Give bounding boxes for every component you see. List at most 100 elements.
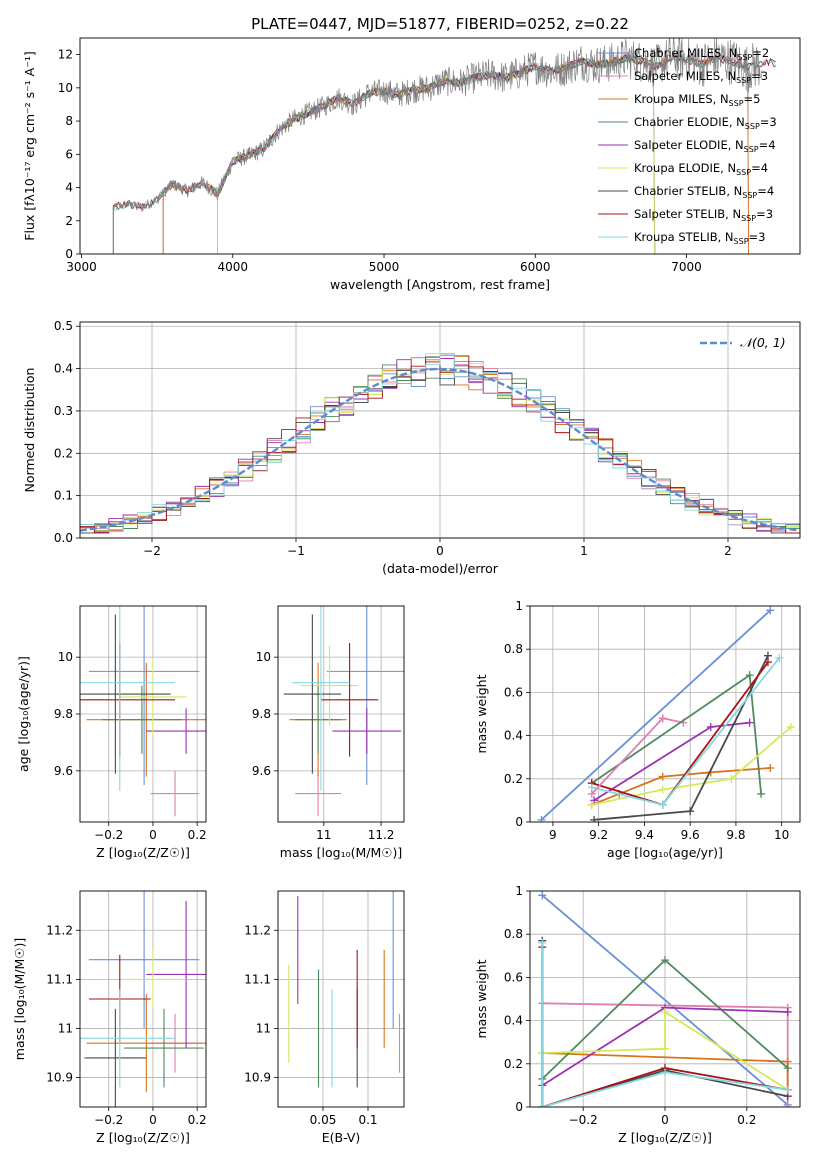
grid xyxy=(278,606,404,822)
weight-marker-kroupa_elodie xyxy=(786,722,795,731)
y-axis-label: mass [log₁₀(M/M☉)] xyxy=(12,938,27,1060)
axes-frame xyxy=(79,321,801,539)
x-axis-label: Z [log₁₀(Z/Z☉)] xyxy=(618,1130,712,1145)
x-tick-label: 0 xyxy=(436,544,444,558)
weight-marker-salpeter_stelib xyxy=(763,658,772,667)
weight-marker-chabrier_elodie xyxy=(661,956,669,965)
weight-marker-kroupa_elodie xyxy=(658,785,667,794)
axes-frame xyxy=(79,37,801,255)
weight-marker-kroupa_elodie xyxy=(727,774,736,783)
y-axis-label: mass weight xyxy=(474,674,489,753)
weight-segment-salpeter_miles xyxy=(591,717,664,795)
y-tick-label: 0.2 xyxy=(504,772,523,786)
weight-vs-age-panel: 9 9.2 9.4 9.6 9.8 10 0 0.2 0.4 0.6 0.8 1 age [log₁₀(… xyxy=(474,599,801,860)
y-tick-label: 11.1 xyxy=(46,972,73,986)
axes-frame xyxy=(79,605,207,823)
x-tick-label: 9.4 xyxy=(635,828,654,842)
x-tick-label: 0.1 xyxy=(358,1113,377,1127)
y-tick-label: 0.0 xyxy=(54,531,73,545)
weight-marker-kroupa_elodie xyxy=(661,1044,669,1053)
y-tick-label: 8 xyxy=(65,114,73,128)
grid xyxy=(80,606,206,822)
weight-marker-salpeter_miles xyxy=(783,1103,792,1107)
residual-histogram-kroupa_stelib xyxy=(80,354,800,538)
y-tick-label: 0 xyxy=(515,815,523,829)
weight-marker-salpeter_elodie xyxy=(590,796,599,805)
x-tick-label: 9.2 xyxy=(589,828,608,842)
weight-marker-chabrier_stelib xyxy=(590,815,599,822)
weight-marker-salpeter_miles xyxy=(658,714,667,723)
weight-marker-kroupa_stelib xyxy=(538,1103,547,1107)
y-tick-label: 0.5 xyxy=(54,319,73,333)
y-tick-label: 0.6 xyxy=(504,970,523,984)
y-tick-label: 6 xyxy=(65,147,73,161)
y-tick-label: 0.2 xyxy=(54,446,73,460)
plot-area xyxy=(283,606,404,817)
legend-label-chabrier_miles: Chabrier MILES, NSSP=2 xyxy=(634,46,769,62)
weight-marker-chabrier_elodie xyxy=(745,671,754,680)
legend: Chabrier MILES, NSSP=2 Salpeter MILES, NS… xyxy=(598,46,777,246)
y-tick-label: 4 xyxy=(65,181,73,195)
x-tick-label: 2 xyxy=(724,544,732,558)
weight-line-kroupa_elodie xyxy=(591,726,792,806)
y-tick-label: 1 xyxy=(515,884,523,898)
x-tick-label: 11.2 xyxy=(368,828,395,842)
legend-label-kroupa_stelib: Kroupa STELIB, NSSP=3 xyxy=(634,230,765,246)
plot-area xyxy=(80,353,800,538)
weight-marker-chabrier_miles xyxy=(537,815,546,822)
legend-label-salpeter_stelib: Salpeter STELIB, NSSP=3 xyxy=(634,207,773,223)
y-tick-label: 11 xyxy=(58,1021,73,1035)
x-tick-label: 9 xyxy=(549,828,557,842)
x-tick-label: 0.05 xyxy=(310,1113,337,1127)
x-tick-label: 0.2 xyxy=(737,1113,756,1127)
weight-marker-kroupa_miles xyxy=(766,764,775,772)
residuals-panel: −2 −1 0 1 2 0.0 0.1 0.2 0.3 0.4 0.5 (data-model)/er… xyxy=(22,319,801,576)
y-tick-label: 11.1 xyxy=(244,972,271,986)
x-axis-label: (data-model)/error xyxy=(382,561,499,576)
y-tick-label: 0.1 xyxy=(54,489,73,503)
x-tick-label: 5000 xyxy=(369,260,400,274)
weight-marker-chabrier_elodie xyxy=(783,1064,792,1073)
x-axis-label: Z [log₁₀(Z/Z☉)] xyxy=(96,1130,190,1145)
age-vs-metallicity-panel: −0.2 0 0.2 9.6 9.8 10 Z [log₁₀(Z/Z☉)] age [log₁… xyxy=(16,605,207,860)
x-axis-label: mass [log₁₀(M/M☉)] xyxy=(280,845,402,860)
x-tick-label: 0.2 xyxy=(188,828,207,842)
y-tick-label: 9.6 xyxy=(252,764,271,778)
figure-title: PLATE=0447, MJD=51877, FIBERID=0252, z=0… xyxy=(251,15,629,33)
legend-label-salpeter_miles: Salpeter MILES, NSSP=3 xyxy=(634,69,768,85)
x-axis-label: Z [log₁₀(Z/Z☉)] xyxy=(96,845,190,860)
y-tick-label: 12 xyxy=(58,48,73,62)
x-tick-label: −0.2 xyxy=(94,1113,123,1127)
x-tick-label: 0.2 xyxy=(188,1113,207,1127)
spectrum-panel: 3000 4000 5000 6000 7000 0 2 4 6 8 10 12 wavelength … xyxy=(22,37,801,292)
x-tick-label: 9.8 xyxy=(726,828,745,842)
weight-line-kroupa_stelib xyxy=(591,657,781,806)
weight-marker-chabrier_miles xyxy=(766,606,775,615)
weight-line-kroupa_stelib xyxy=(541,942,788,1107)
legend-label-chabrier_stelib: Chabrier STELIB, NSSP=4 xyxy=(634,184,774,200)
legend-label-chabrier_elodie: Chabrier ELODIE, NSSP=3 xyxy=(634,115,777,131)
x-tick-label: 9.6 xyxy=(681,828,700,842)
weight-marker-kroupa_stelib xyxy=(783,1085,792,1094)
plot-area xyxy=(288,891,401,1088)
weight-marker-salpeter_elodie xyxy=(706,722,715,731)
y-tick-label: 11.2 xyxy=(244,923,271,937)
x-axis-label: E(B-V) xyxy=(322,1130,361,1145)
y-tick-label: 1 xyxy=(515,599,523,613)
plot-area xyxy=(80,606,206,817)
y-tick-label: 10.9 xyxy=(244,1071,271,1085)
mass-vs-ebv-panel: 0.05 0.1 10.9 11 11.1 11.2 E(B-V) xyxy=(244,890,405,1145)
weight-marker-kroupa_stelib xyxy=(775,653,784,662)
weight-vs-metallicity-panel: −0.2 0 0.2 0 0.2 0.4 0.6 0.8 1 Z [log₁₀(Z/Z☉)] mas… xyxy=(474,884,801,1145)
y-tick-label: 10 xyxy=(58,650,73,664)
y-tick-label: 11.2 xyxy=(46,923,73,937)
y-axis-label: Normed distribution xyxy=(22,368,37,493)
y-tick-label: 0 xyxy=(515,1100,523,1114)
axes-frame xyxy=(529,605,801,823)
x-tick-label: −0.2 xyxy=(94,828,123,842)
x-tick-label: 0 xyxy=(149,1113,157,1127)
gaussian-legend-label: 𝒩(0, 1) xyxy=(740,335,786,350)
axes-frame xyxy=(277,890,405,1108)
gaussian-curve xyxy=(80,367,800,532)
age-vs-mass-panel: 11 11.2 9.6 9.8 10 mass [log₁₀(M/M☉)] xyxy=(252,605,405,860)
